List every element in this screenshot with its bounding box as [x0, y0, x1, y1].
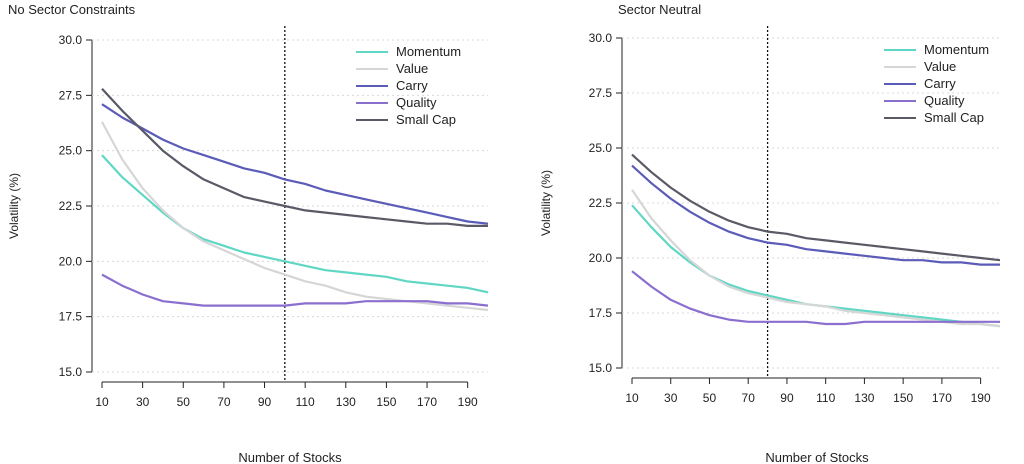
series-line-quality	[101, 273, 489, 307]
x-tick-label: 70	[742, 391, 756, 405]
x-tick-label: 90	[258, 395, 272, 409]
legend-label-carry: Carry	[924, 76, 956, 91]
chart-title: Sector Neutral	[618, 2, 701, 17]
x-tick-label: 10	[95, 395, 109, 409]
series-line-carry	[101, 103, 489, 225]
legend-label-quality: Quality	[396, 95, 437, 110]
x-tick-label: 130	[336, 395, 356, 409]
y-tick-label: 27.5	[589, 86, 613, 100]
x-tick-label: 150	[376, 395, 396, 409]
x-tick-label: 170	[417, 395, 437, 409]
x-tick-label: 30	[664, 391, 678, 405]
y-tick-label: 20.0	[59, 254, 83, 268]
legend-label-momentum: Momentum	[396, 44, 461, 59]
legend-label-value: Value	[924, 59, 956, 74]
y-tick-label: 27.5	[59, 88, 83, 102]
x-axis-label: Number of Stocks	[765, 450, 869, 464]
y-tick-label: 20.0	[589, 251, 613, 265]
legend-label-quality: Quality	[924, 93, 965, 108]
x-tick-label: 130	[854, 391, 874, 405]
series-line-carry	[631, 164, 1000, 266]
x-tick-label: 70	[217, 395, 231, 409]
y-tick-label: 30.0	[589, 31, 613, 45]
x-tick-label: 30	[136, 395, 150, 409]
legend-label-small-cap: Small Cap	[396, 112, 456, 127]
x-tick-label: 110	[296, 395, 315, 409]
y-tick-label: 25.0	[59, 144, 83, 158]
x-tick-label: 10	[625, 391, 639, 405]
y-tick-label: 17.5	[589, 306, 613, 320]
legend-label-momentum: Momentum	[924, 42, 989, 57]
x-tick-label: 110	[816, 391, 835, 405]
chart-panel-no-sector-constraints: No Sector Constraints 15.0 17.5 20.0 22.5 25.…	[7, 2, 489, 464]
y-tick-label: 22.5	[589, 196, 613, 210]
x-tick-label: 50	[703, 391, 717, 405]
x-axis-label: Number of Stocks	[238, 450, 342, 464]
series-line-value	[101, 121, 489, 312]
legend-label-small-cap: Small Cap	[924, 110, 984, 125]
legend-label-value: Value	[396, 61, 428, 76]
volatility-chart-sector-neutral: Sector Neutral 15.0 17.5 20.0 22.5 25.0 27.5 30…	[539, 2, 1001, 464]
series-line-momentum	[101, 154, 489, 294]
x-tick-label: 170	[932, 391, 952, 405]
x-tick-label: 90	[780, 391, 794, 405]
y-tick-label: 25.0	[589, 141, 613, 155]
y-axis-label: Volatility (%)	[539, 170, 553, 236]
series-line-small-cap	[101, 87, 488, 227]
y-tick-label: 22.5	[59, 199, 83, 213]
series-line-quality	[631, 270, 1000, 326]
x-tick-label: 50	[177, 395, 191, 409]
x-tick-label: 150	[893, 391, 913, 405]
chart-title: No Sector Constraints	[8, 2, 136, 17]
y-tick-label: 17.5	[59, 310, 83, 324]
legend-label-carry: Carry	[396, 78, 428, 93]
x-tick-label: 190	[458, 395, 478, 409]
volatility-chart-no-sector-constraints: No Sector Constraints 15.0 17.5 20.0 22.5 25.…	[7, 2, 489, 464]
chart-panel-sector-neutral: Sector Neutral 15.0 17.5 20.0 22.5 25.0 27.5 30…	[512, 0, 1024, 464]
x-tick-label: 190	[971, 391, 991, 405]
y-tick-label: 15.0	[589, 361, 613, 375]
y-axis-label: Volatility (%)	[7, 173, 21, 239]
y-tick-label: 30.0	[59, 33, 83, 47]
y-tick-label: 15.0	[59, 365, 83, 379]
series-line-small-cap	[631, 153, 1001, 262]
